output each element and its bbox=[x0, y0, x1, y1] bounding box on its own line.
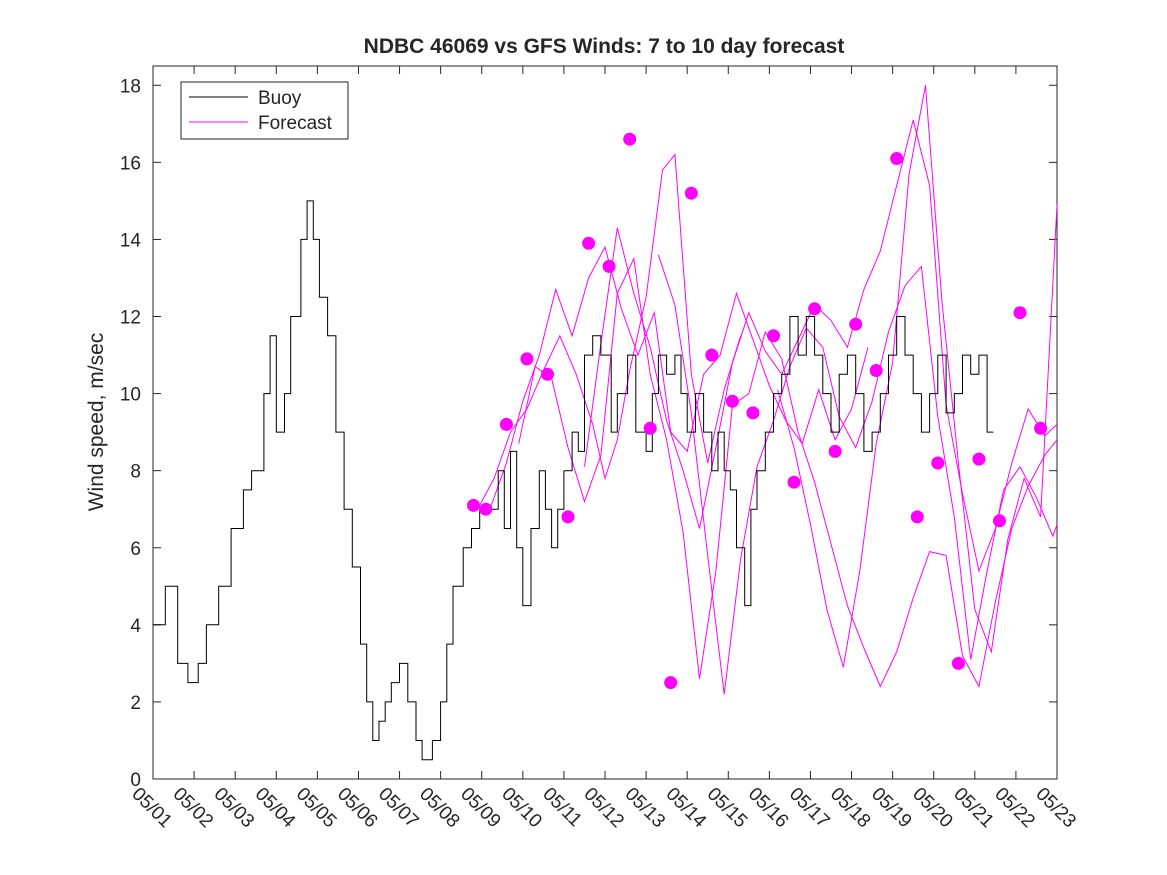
forecast-marker bbox=[787, 475, 801, 489]
y-tick-label: 14 bbox=[120, 230, 142, 251]
forecast-marker bbox=[499, 417, 513, 431]
legend: Buoy Forecast bbox=[180, 81, 349, 140]
forecast-marker bbox=[746, 406, 760, 420]
forecast-marker bbox=[602, 259, 616, 273]
forecast-marker bbox=[910, 510, 924, 524]
y-tick-label: 0 bbox=[130, 770, 141, 791]
forecast-marker bbox=[890, 152, 904, 165]
legend-buoy-label: Buoy bbox=[258, 88, 302, 109]
y-tick-label: 8 bbox=[130, 462, 141, 483]
y-tick-label: 4 bbox=[130, 616, 141, 637]
forecast-line bbox=[584, 119, 1058, 573]
legend-box bbox=[180, 81, 349, 140]
forecast-marker bbox=[972, 452, 986, 466]
forecast-line bbox=[777, 85, 1058, 668]
chart-title: NDBC 46069 vs GFS Winds: 7 to 10 day for… bbox=[364, 35, 845, 58]
y-tick-label: 18 bbox=[120, 76, 141, 97]
forecast-line bbox=[518, 256, 1058, 688]
forecast-marker bbox=[725, 394, 739, 408]
legend-forecast-label: Forecast bbox=[258, 113, 333, 134]
forecast-marker bbox=[561, 510, 575, 524]
forecast-marker bbox=[1034, 421, 1048, 435]
forecast-marker bbox=[993, 514, 1006, 528]
forecast-marker bbox=[849, 317, 863, 331]
y-tick-label: 12 bbox=[120, 308, 141, 329]
y-tick-label: 10 bbox=[120, 385, 141, 406]
forecast-marker bbox=[931, 456, 945, 470]
forecast-line bbox=[489, 245, 869, 510]
y-tick-label: 6 bbox=[130, 539, 141, 560]
y-tick-label: 2 bbox=[130, 693, 141, 714]
buoy-line bbox=[153, 200, 994, 761]
forecast-marker bbox=[479, 502, 493, 516]
forecast-marker bbox=[623, 132, 637, 146]
forecast-marker bbox=[664, 676, 678, 690]
forecast-marker bbox=[767, 329, 780, 343]
plot-area bbox=[152, 65, 1058, 780]
y-axis-label: Wind speed, m/sec bbox=[85, 333, 108, 512]
forecast-marker bbox=[869, 364, 883, 377]
forecast-marker bbox=[1013, 306, 1027, 320]
y-tick-label: 16 bbox=[120, 153, 141, 174]
forecast-marker bbox=[467, 498, 480, 512]
forecast-marker bbox=[705, 348, 719, 362]
forecast-marker bbox=[541, 367, 554, 381]
forecast-line bbox=[477, 153, 742, 510]
forecast-marker bbox=[684, 186, 698, 200]
forecast-marker bbox=[828, 444, 842, 458]
forecast-marker bbox=[808, 302, 822, 316]
forecast-marker bbox=[520, 352, 534, 366]
series-layer bbox=[153, 85, 1058, 761]
forecast-marker bbox=[582, 236, 596, 250]
forecast-marker bbox=[951, 656, 965, 670]
forecast-marker bbox=[643, 421, 657, 435]
